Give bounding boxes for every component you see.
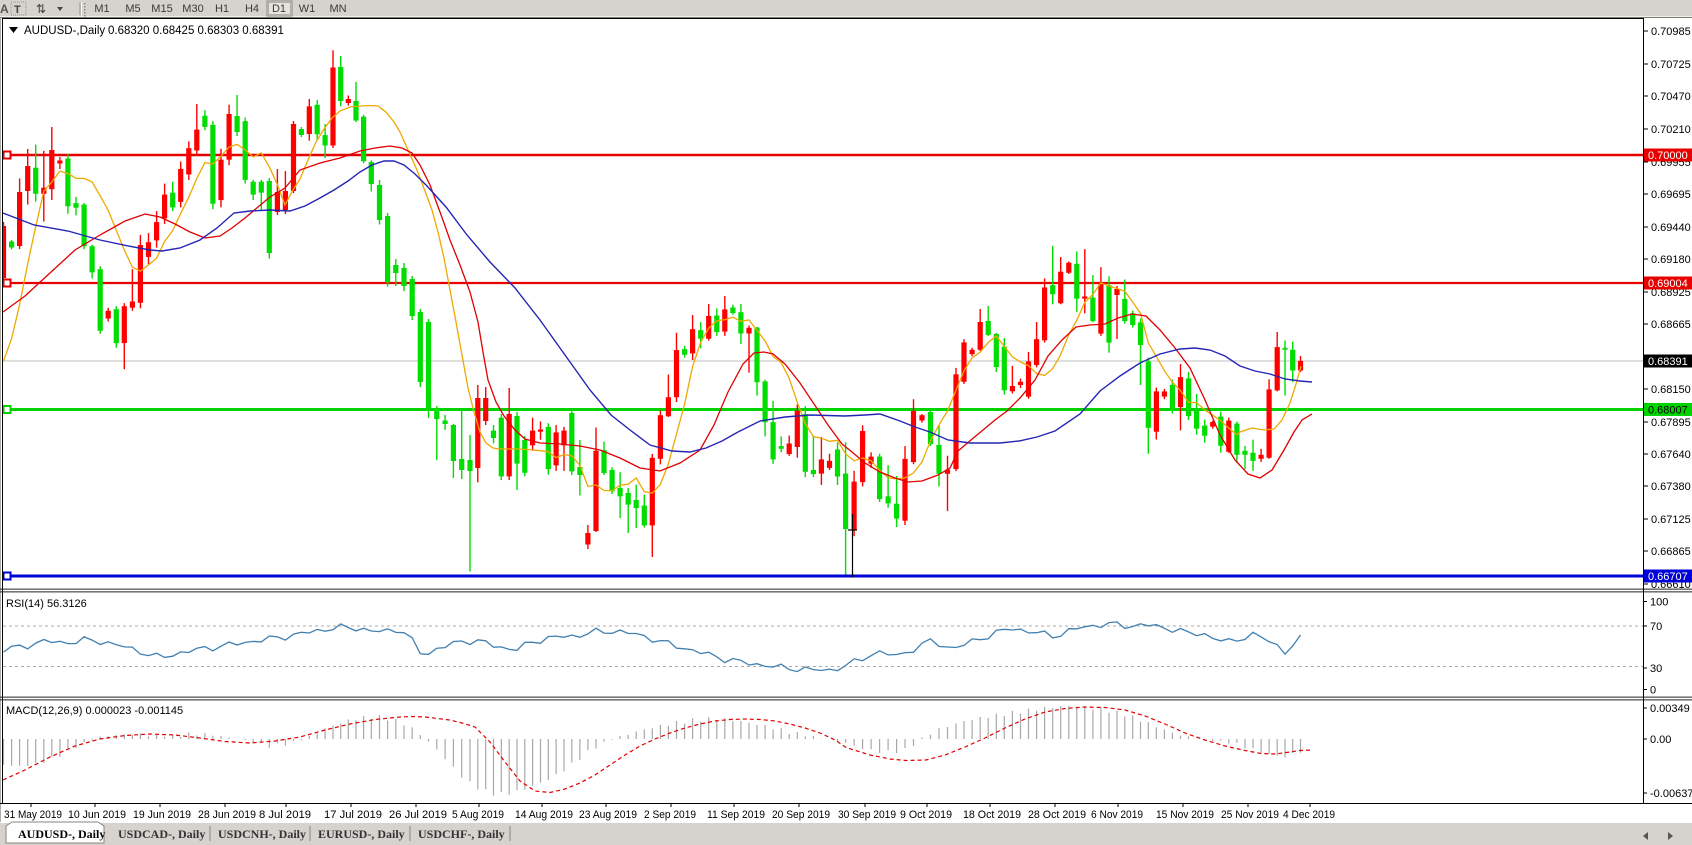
- svg-text:0: 0: [1650, 685, 1656, 697]
- svg-text:RSI(14) 56.3126: RSI(14) 56.3126: [6, 598, 87, 610]
- svg-text:100: 100: [1650, 597, 1668, 609]
- svg-text:H4: H4: [245, 3, 259, 15]
- svg-text:0.67640: 0.67640: [1651, 449, 1691, 461]
- svg-text:M15: M15: [151, 3, 172, 15]
- svg-text:0.00: 0.00: [1650, 734, 1671, 746]
- svg-text:H1: H1: [215, 3, 229, 15]
- svg-text:D1: D1: [272, 3, 286, 15]
- svg-text:0.70210: 0.70210: [1651, 124, 1691, 136]
- svg-text:0.70985: 0.70985: [1651, 26, 1691, 38]
- svg-text:15 Nov 2019: 15 Nov 2019: [1156, 809, 1214, 821]
- svg-text:2 Sep 2019: 2 Sep 2019: [644, 809, 696, 821]
- svg-text:8 Jul 2019: 8 Jul 2019: [259, 809, 311, 821]
- svg-text:0.67895: 0.67895: [1651, 417, 1691, 429]
- svg-text:0.69695: 0.69695: [1651, 189, 1691, 201]
- svg-text:14 Aug 2019: 14 Aug 2019: [515, 809, 573, 821]
- svg-text:0.67380: 0.67380: [1651, 481, 1691, 493]
- svg-text:0.67125: 0.67125: [1651, 514, 1691, 526]
- svg-text:6 Nov 2019: 6 Nov 2019: [1091, 809, 1143, 821]
- svg-text:USDCNH-, Daily: USDCNH-, Daily: [218, 827, 306, 841]
- svg-text:30: 30: [1650, 663, 1662, 675]
- svg-text:4 Dec 2019: 4 Dec 2019: [1283, 809, 1335, 821]
- svg-text:0.70470: 0.70470: [1651, 91, 1691, 103]
- svg-text:10 Jun 2019: 10 Jun 2019: [68, 809, 126, 821]
- svg-text:5 Aug 2019: 5 Aug 2019: [452, 809, 504, 821]
- svg-text:11 Sep 2019: 11 Sep 2019: [707, 809, 765, 821]
- svg-text:20 Sep 2019: 20 Sep 2019: [772, 809, 830, 821]
- svg-text:0.68665: 0.68665: [1651, 319, 1691, 331]
- svg-text:30 Sep 2019: 30 Sep 2019: [838, 809, 896, 821]
- svg-text:AUDUSD-, Daily: AUDUSD-, Daily: [18, 827, 105, 841]
- svg-text:0.68925: 0.68925: [1651, 287, 1691, 299]
- svg-text:26 Jul 2019: 26 Jul 2019: [389, 809, 447, 821]
- svg-text:EURUSD-, Daily: EURUSD-, Daily: [318, 827, 405, 841]
- svg-text:M5: M5: [125, 3, 140, 15]
- svg-text:0.68391: 0.68391: [1648, 356, 1688, 368]
- svg-text:9 Oct 2019: 9 Oct 2019: [900, 809, 952, 821]
- svg-text:18 Oct 2019: 18 Oct 2019: [963, 809, 1021, 821]
- svg-text:-0.00637: -0.00637: [1650, 788, 1692, 800]
- svg-text:MACD(12,26,9) 0.000023 -0.0011: MACD(12,26,9) 0.000023 -0.001145: [6, 705, 183, 717]
- svg-text:M30: M30: [182, 3, 203, 15]
- svg-text:T: T: [14, 4, 21, 16]
- svg-text:0.00349: 0.00349: [1650, 703, 1690, 715]
- svg-text:USDCHF-, Daily: USDCHF-, Daily: [418, 827, 505, 841]
- svg-text:USDCAD-, Daily: USDCAD-, Daily: [118, 827, 205, 841]
- svg-text:28 Jun 2019: 28 Jun 2019: [198, 809, 256, 821]
- svg-text:0.70000: 0.70000: [1648, 150, 1688, 162]
- svg-text:M1: M1: [94, 3, 109, 15]
- svg-text:25 Nov 2019: 25 Nov 2019: [1221, 809, 1279, 821]
- svg-text:0.66865: 0.66865: [1651, 546, 1691, 558]
- svg-text:0.66707: 0.66707: [1648, 571, 1688, 583]
- svg-text:0.70725: 0.70725: [1651, 59, 1691, 71]
- svg-text:AUDUSD-,Daily: AUDUSD-,Daily: [24, 25, 105, 37]
- svg-text:17 Jul 2019: 17 Jul 2019: [324, 809, 382, 821]
- svg-text:23 Aug 2019: 23 Aug 2019: [579, 809, 637, 821]
- svg-text:⇅: ⇅: [36, 2, 46, 16]
- svg-text:A: A: [0, 2, 9, 16]
- svg-text:31 May 2019: 31 May 2019: [4, 809, 62, 821]
- svg-text:0.69004: 0.69004: [1648, 278, 1688, 290]
- svg-text:0.69440: 0.69440: [1651, 222, 1691, 234]
- svg-text:0.68150: 0.68150: [1651, 384, 1691, 396]
- svg-text:0.68320 0.68425 0.68303 0.6839: 0.68320 0.68425 0.68303 0.68391: [108, 25, 284, 37]
- svg-text:19 Jun 2019: 19 Jun 2019: [133, 809, 191, 821]
- svg-text:0.69180: 0.69180: [1651, 254, 1691, 266]
- svg-text:0.68007: 0.68007: [1648, 405, 1688, 417]
- svg-text:W1: W1: [299, 3, 316, 15]
- svg-text:70: 70: [1650, 621, 1662, 633]
- svg-text:MN: MN: [329, 3, 346, 15]
- svg-text:28 Oct 2019: 28 Oct 2019: [1028, 809, 1086, 821]
